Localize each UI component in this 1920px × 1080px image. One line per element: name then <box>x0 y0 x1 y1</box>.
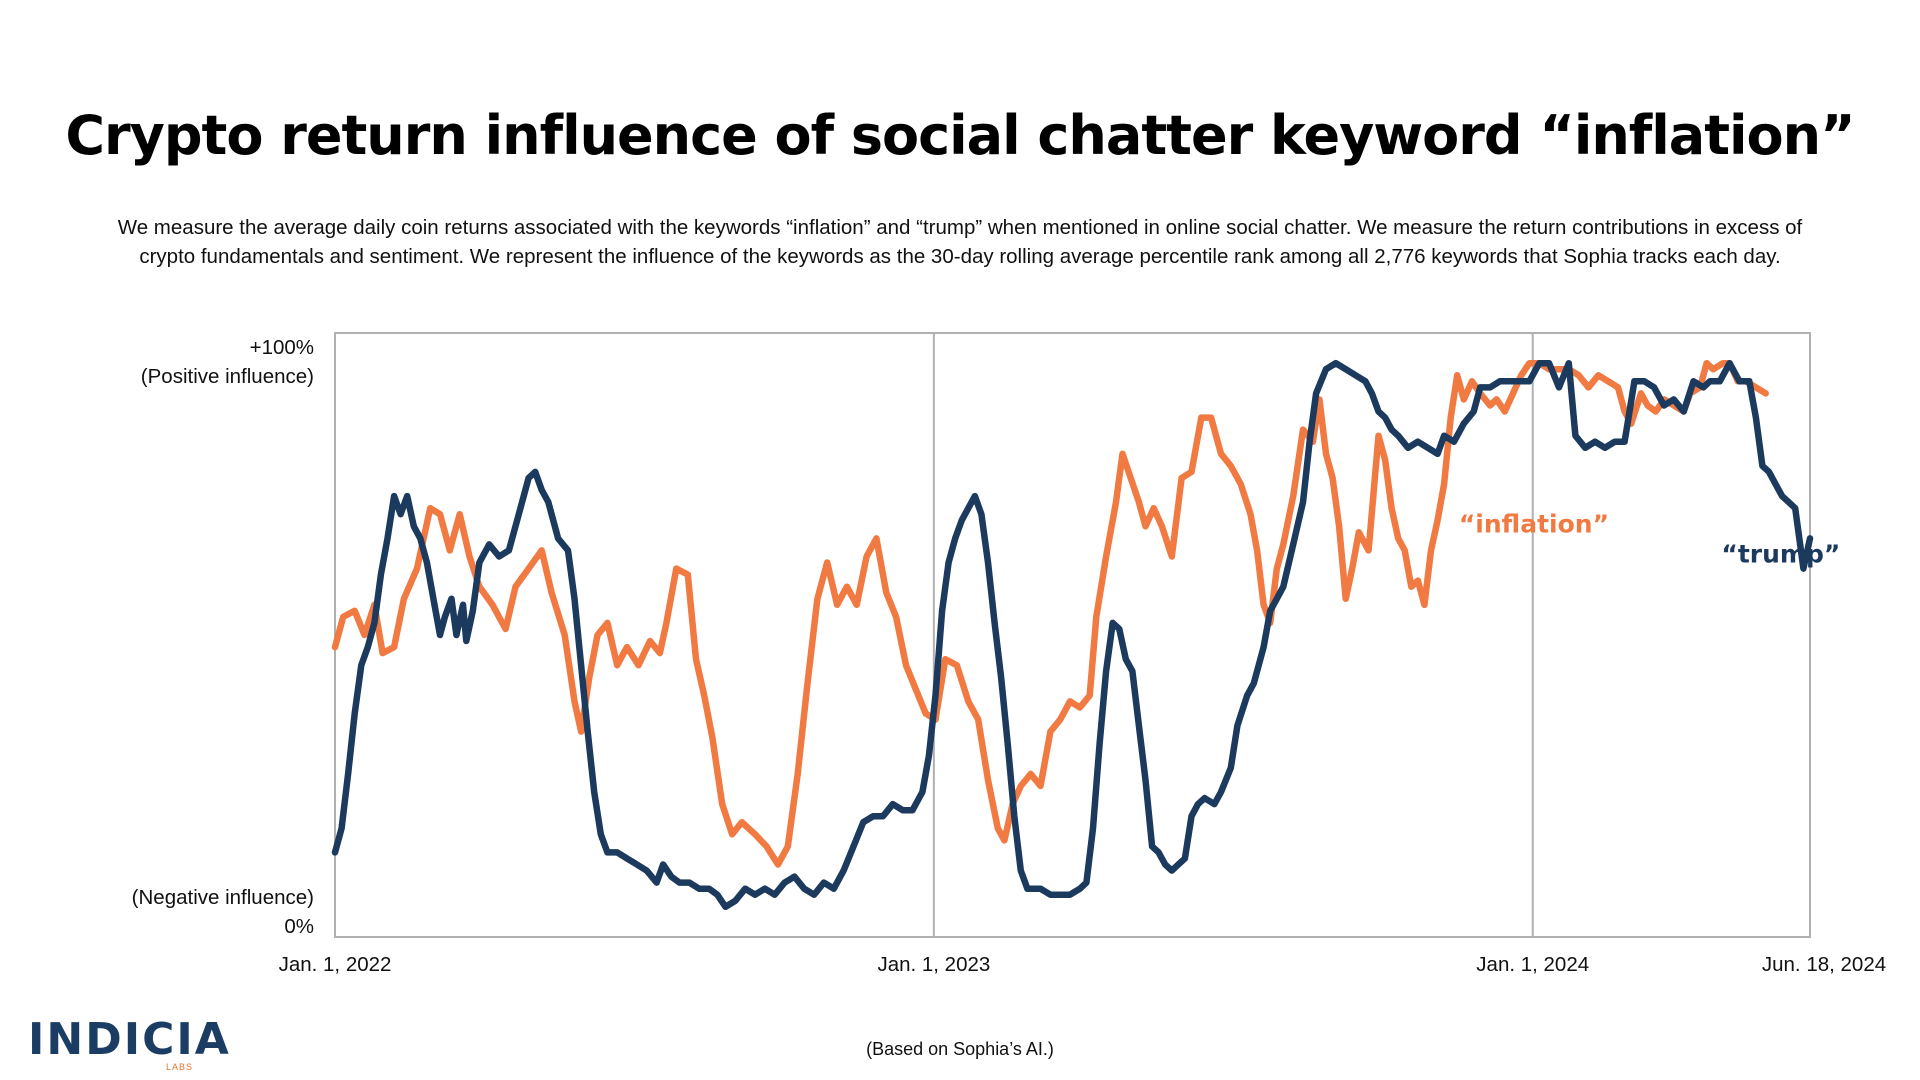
page-title: Crypto return influence of social chatte… <box>65 104 1855 167</box>
series-label-inflation: “inflation” <box>1459 509 1609 538</box>
y-axis-bottom-labels: (Negative influence) 0% <box>132 883 314 941</box>
y-axis-top-value: +100% <box>249 336 314 359</box>
x-tick-label: Jan. 1, 2023 <box>877 953 991 976</box>
source-note: (Based on Sophia’s AI.) <box>866 1039 1054 1059</box>
x-tick-label: Jan. 1, 2022 <box>278 953 392 976</box>
chart-description: We measure the average daily coin return… <box>117 216 1803 268</box>
y-axis-bottom-value: 0% <box>284 915 314 938</box>
y-axis-bottom-description: (Negative influence) <box>131 886 314 909</box>
logo-subtext: LABS <box>166 1062 194 1072</box>
chart-series <box>331 359 1814 911</box>
indicia-labs-logo: INDICIA LABS <box>28 1014 231 1073</box>
logo-wordmark: INDICIA <box>28 1014 231 1065</box>
series-line-inflation <box>331 359 1769 868</box>
series-label-trump: “trump” <box>1721 540 1840 569</box>
x-tick-label: Jun. 18, 2024 <box>1761 953 1887 976</box>
series-line-trump <box>331 359 1814 911</box>
chart-annotations: “inflation” “trump” <box>1459 509 1840 568</box>
y-axis-top-labels: +100% (Positive influence) <box>141 333 314 391</box>
x-tick-label: Jan. 1, 2024 <box>1476 953 1590 976</box>
y-axis-top-description: (Positive influence) <box>140 365 314 388</box>
plot-frame <box>334 332 1811 938</box>
chart-gridlines <box>932 333 1534 937</box>
